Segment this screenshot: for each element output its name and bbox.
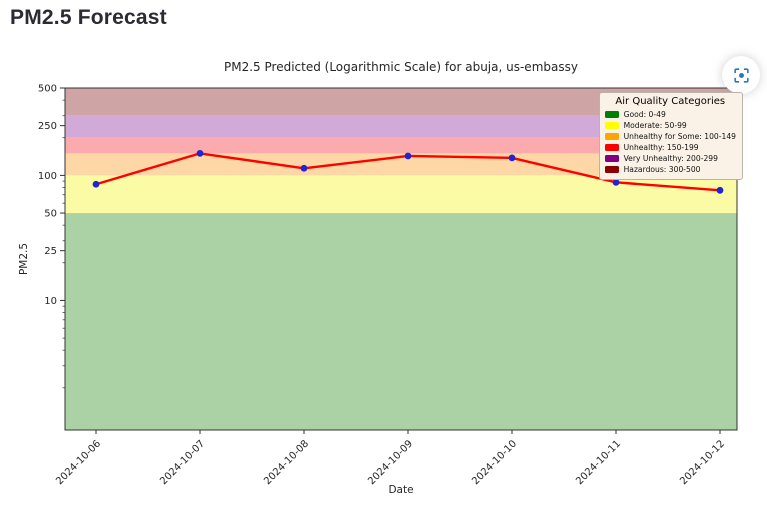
legend-entry: Unhealthy: 150-199 xyxy=(604,142,736,152)
legend-entry: Moderate: 50-99 xyxy=(604,120,736,130)
legend-entry-label: Good: 0-49 xyxy=(623,109,666,119)
x-tick-label: 2024-10-10 xyxy=(470,438,519,487)
x-tick-label: 2024-10-11 xyxy=(574,438,623,487)
legend-swatch xyxy=(604,143,619,151)
x-axis-label: Date xyxy=(388,484,414,496)
legend-entry-label: Unhealthy: 150-199 xyxy=(623,142,699,152)
y-tick-label: 50 xyxy=(44,209,57,220)
band-good xyxy=(65,213,737,430)
data-point xyxy=(92,180,100,188)
x-tick-label: 2024-10-07 xyxy=(158,438,207,487)
band-unhealthy xyxy=(65,137,737,154)
band-very-unhealthy xyxy=(65,115,737,138)
chart-title: PM2.5 Predicted (Logarithmic Scale) for … xyxy=(224,60,578,74)
legend-swatch xyxy=(604,132,619,140)
center-focus-icon xyxy=(733,67,749,83)
x-tick-label: 2024-10-08 xyxy=(262,438,311,487)
legend-swatch xyxy=(604,154,619,162)
legend-entry-label: Hazardous: 300-500 xyxy=(623,164,701,174)
y-tick-label: 10 xyxy=(44,296,57,307)
aqi-bands xyxy=(65,88,737,430)
pm25-forecast-figure: PM2.5 Predicted (Logarithmic Scale) for … xyxy=(0,55,767,517)
legend-entry-label: Very Unhealthy: 200-299 xyxy=(623,153,718,163)
legend-swatch xyxy=(604,165,619,173)
legend-entry: Good: 0-49 xyxy=(604,109,736,119)
page-title: PM2.5 Forecast xyxy=(10,6,167,29)
legend-title: Air Quality Categories xyxy=(615,96,726,107)
data-point xyxy=(404,152,412,160)
x-tick-label: 2024-10-12 xyxy=(678,438,727,487)
legend: Air Quality Categories Good: 0-49 Moderat… xyxy=(598,92,743,180)
plot-border xyxy=(64,87,738,431)
data-point xyxy=(716,186,724,194)
legend-swatch xyxy=(604,110,619,118)
y-axis: 500 250 100 50 25 10 xyxy=(38,84,65,389)
y-tick-label: 25 xyxy=(44,246,57,257)
y-tick-label: 100 xyxy=(38,171,57,182)
legend-swatch xyxy=(604,121,619,129)
data-point xyxy=(612,178,620,186)
y-tick-label: 250 xyxy=(38,121,57,132)
data-point xyxy=(300,164,308,172)
data-point xyxy=(196,149,204,157)
x-axis: 2024-10-06 2024-10-07 2024-10-08 2024-10-09… xyxy=(54,430,727,487)
legend-entry-label: Moderate: 50-99 xyxy=(623,120,687,130)
legend-entry: Unhealthy for Some: 100-149 xyxy=(604,131,736,141)
legend-entry: Very Unhealthy: 200-299 xyxy=(604,153,736,163)
focus-view-button[interactable] xyxy=(722,56,760,94)
x-tick-label: 2024-10-06 xyxy=(54,438,103,487)
legend-entry-label: Unhealthy for Some: 100-149 xyxy=(623,131,736,141)
y-tick-label: 500 xyxy=(38,84,57,95)
x-tick-label: 2024-10-09 xyxy=(366,438,415,487)
band-moderate xyxy=(65,175,737,214)
y-axis-label: PM2.5 xyxy=(18,242,30,276)
legend-entry: Hazardous: 300-500 xyxy=(604,164,736,174)
data-point xyxy=(508,154,516,162)
